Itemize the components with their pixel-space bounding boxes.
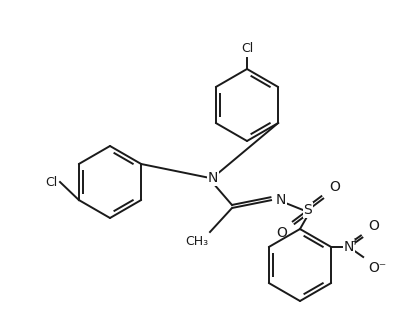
Text: N: N (276, 193, 286, 207)
Text: N: N (208, 171, 218, 185)
Text: +: + (350, 237, 358, 247)
Text: Cl: Cl (241, 42, 253, 55)
Text: O: O (329, 180, 340, 194)
Text: S: S (304, 203, 312, 217)
Text: O: O (276, 226, 287, 240)
Text: Cl: Cl (46, 176, 58, 188)
Text: CH₃: CH₃ (185, 235, 208, 248)
Text: O⁻: O⁻ (368, 261, 386, 275)
Text: O: O (368, 219, 379, 233)
Text: N: N (344, 240, 354, 254)
